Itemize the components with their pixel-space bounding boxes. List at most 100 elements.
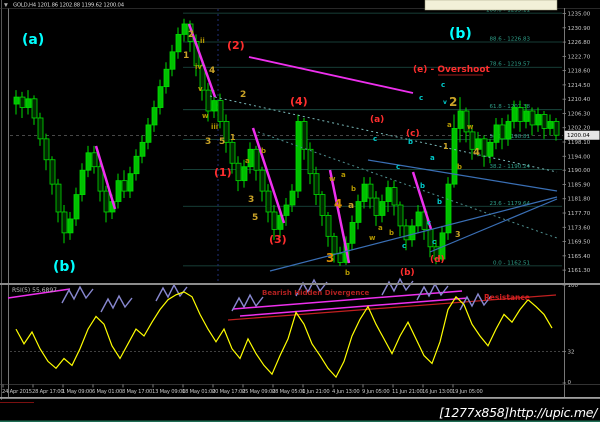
price-tick-label: 1161.30 (568, 268, 591, 274)
wave-label[interactable]: 1 (443, 142, 449, 151)
wave-label[interactable]: w (369, 234, 376, 242)
symbol-marker-icon[interactable]: ▼ (4, 3, 8, 9)
wave-label[interactable]: 2 (188, 30, 194, 40)
trend-line[interactable] (209, 95, 558, 173)
trend-line[interactable] (429, 198, 558, 253)
wave-label[interactable]: c (396, 163, 400, 171)
wave-label[interactable]: iii (211, 123, 218, 131)
wave-label[interactable]: (2) (227, 39, 245, 52)
bearish-divergence-label[interactable]: Bearish Hidden Divergence (262, 289, 370, 297)
wave-label[interactable]: 5 (219, 137, 225, 147)
fib-level-label[interactable]: 0.0 - 1162.51 (493, 260, 530, 266)
resistance-line[interactable] (227, 294, 557, 321)
wave-label[interactable]: b (420, 182, 425, 190)
wave-label[interactable]: 1 (183, 51, 189, 61)
wave-label[interactable]: 2 (240, 90, 246, 100)
wave-label[interactable]: v (443, 99, 447, 106)
trend-line[interactable] (411, 171, 433, 230)
divergence-line[interactable] (239, 297, 469, 317)
rsi-line (15, 291, 553, 379)
wave-label[interactable]: b (457, 163, 462, 171)
time-axis[interactable]: 24 Apr 2015 28 Apr 17:001 May 09:00 6 May … (2, 384, 483, 396)
wave-label[interactable]: 5 (252, 213, 258, 223)
wave-label[interactable]: a (378, 224, 383, 232)
fib-level-label[interactable]: 38.2 - 1190.24 (490, 164, 531, 170)
wave-label[interactable]: 4 (473, 147, 480, 158)
wave-label[interactable]: v (198, 85, 203, 93)
wave-label[interactable]: a (341, 171, 346, 179)
wave-label[interactable]: a (447, 121, 452, 129)
wave-label[interactable]: w (202, 112, 209, 120)
zigzag-annotation[interactable] (100, 294, 133, 313)
trend-line[interactable] (187, 23, 217, 98)
wave-label[interactable]: w (329, 175, 336, 183)
wave-label[interactable]: ii (200, 37, 205, 45)
wave-label[interactable]: b (345, 269, 350, 277)
wave-label[interactable]: (c) (406, 129, 420, 139)
divergence-line[interactable] (232, 290, 463, 310)
wave-label[interactable]: b (351, 185, 356, 193)
resistance-label[interactable]: Resistance (484, 293, 530, 302)
pane-separator[interactable] (0, 283, 600, 285)
divergence-line[interactable] (7, 288, 71, 299)
wave-label[interactable]: b (408, 138, 413, 146)
wave-label[interactable]: 2 (449, 95, 457, 109)
candle-body (409, 225, 416, 241)
wave-label[interactable]: c (441, 81, 445, 89)
wave-label[interactable]: 3 (455, 230, 461, 239)
trend-line[interactable] (367, 159, 558, 192)
zigzag-annotation[interactable] (295, 278, 328, 297)
wave-label[interactable]: (a) (370, 115, 384, 125)
wave-label[interactable]: 1 (230, 133, 236, 142)
wave-label[interactable]: (3) (269, 233, 287, 246)
wave-label[interactable]: c (419, 94, 423, 102)
wave-label[interactable]: 4 (209, 66, 215, 76)
wave-label[interactable]: 3 (205, 137, 211, 147)
zigzag-annotation[interactable] (155, 283, 188, 302)
time-axis-label: 20 May 17:00 (212, 389, 245, 395)
wave-label[interactable]: (b) (53, 259, 76, 275)
trend-line[interactable] (248, 56, 414, 94)
price-tick-label: 1210.40 (568, 97, 591, 103)
wave-label[interactable]: (1) (214, 166, 232, 179)
trend-line[interactable] (269, 196, 558, 272)
wave-label[interactable]: 4 (334, 197, 342, 211)
price-tick-label: 1226.80 (568, 40, 591, 46)
trend-line[interactable] (94, 145, 117, 210)
zigzag-annotation[interactable] (61, 285, 94, 304)
wave-label[interactable]: c (427, 219, 431, 227)
wave-label[interactable]: (4) (290, 95, 308, 108)
trend-line[interactable] (328, 169, 351, 264)
zigzag-annotation[interactable] (416, 282, 449, 301)
wave-label[interactable]: b (437, 198, 442, 206)
trend-line[interactable] (251, 127, 286, 224)
time-axis-label: 1 Jun 21:00 (302, 389, 329, 395)
fib-level-label[interactable]: 88.6 - 1226.83 (490, 36, 531, 42)
wave-label[interactable]: 3 (248, 195, 254, 205)
wave-label[interactable]: a (430, 154, 435, 162)
zigzag-annotation[interactable] (459, 292, 492, 311)
wave-label[interactable]: iv (195, 63, 202, 71)
wave-label[interactable]: b (389, 229, 394, 237)
wave-label[interactable]: c (402, 242, 406, 250)
wave-label[interactable]: (d) (430, 255, 445, 265)
wave-label[interactable]: c (432, 238, 436, 246)
wave-label[interactable]: (e) - Overshoot (413, 65, 491, 75)
candle-body (121, 180, 128, 192)
wave-label[interactable]: b (261, 147, 266, 155)
price-axis[interactable]: 1235.00 1230.90 1226.80 1222.70 1218.60 1214.… (562, 12, 600, 275)
fib-level-label[interactable]: 23.6 - 1179.64 (490, 201, 531, 207)
zigzag-annotation[interactable] (231, 293, 264, 312)
wave-label[interactable]: a (245, 157, 250, 165)
wave-label[interactable]: (a) (22, 32, 44, 48)
wave-label[interactable]: c (373, 135, 377, 143)
wave-label[interactable]: (b) (449, 26, 472, 42)
wave-label[interactable]: w (467, 123, 474, 131)
wave-label[interactable]: 3 (326, 251, 334, 265)
fib-level-label[interactable]: 61.8 - 1207.38 (490, 104, 531, 110)
wave-label[interactable]: a (348, 201, 354, 211)
wave-label[interactable]: (b) (400, 268, 415, 278)
fib-level-label[interactable]: 78.6 - 1219.57 (490, 62, 531, 68)
fib-level-label[interactable]: 100.0 - 1235.11 (486, 8, 530, 14)
